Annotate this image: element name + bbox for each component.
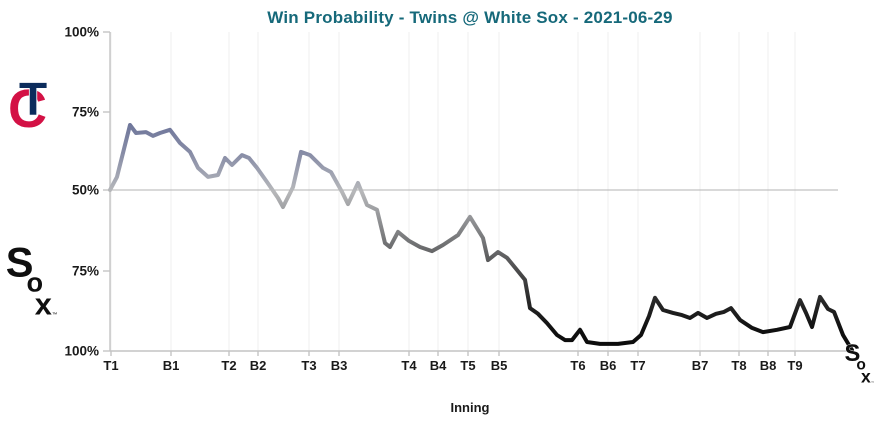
x-tick-label: B3 [331, 358, 348, 373]
twins-logo: C T [7, 72, 48, 140]
x-tick-label: T3 [301, 358, 316, 373]
twins-logo-t: T [19, 73, 47, 125]
x-tick-label: T6 [570, 358, 585, 373]
y-tick-label: 100% [64, 344, 99, 359]
y-tick-label: 50% [72, 183, 99, 198]
chart-title: Win Probability - Twins @ White Sox - 20… [267, 8, 673, 27]
whitesox-logo-mini [844, 341, 875, 385]
x-tick-label: B7 [692, 358, 709, 373]
x-axis-title: Inning [450, 400, 490, 415]
twins-logo-c: C [8, 79, 47, 139]
x-tick-label: B1 [163, 358, 180, 373]
x-tick-label: T7 [630, 358, 645, 373]
x-tick-label: T1 [103, 358, 118, 373]
y-tick-label: 100% [64, 25, 99, 40]
x-tick-label: B6 [600, 358, 617, 373]
y-tick-label: 75% [72, 264, 99, 279]
axes [109, 32, 847, 352]
x-tick-label: T4 [401, 358, 417, 373]
x-tick-label: B4 [430, 358, 447, 373]
x-tick-label: T2 [221, 358, 236, 373]
whitesox-logo [5, 242, 59, 318]
win-probability-line [108, 123, 854, 352]
x-tick-label: B2 [250, 358, 267, 373]
x-tick-label: T8 [731, 358, 746, 373]
x-tick-label: T9 [787, 358, 802, 373]
y-tick-label: 75% [72, 105, 99, 120]
x-tick-label: B8 [760, 358, 777, 373]
x-axis-ticks: T1 B1 T2 B2 T3 B3 T4 B4 T5 B5 T6 B6 T7 B7 T8 B8 T9 [103, 351, 803, 373]
x-tick-label: B5 [491, 358, 508, 373]
y-axis-ticks: 100% 75% 50% 75% 100% [64, 25, 110, 359]
x-tick-label: T5 [460, 358, 475, 373]
gridlines [110, 32, 838, 351]
